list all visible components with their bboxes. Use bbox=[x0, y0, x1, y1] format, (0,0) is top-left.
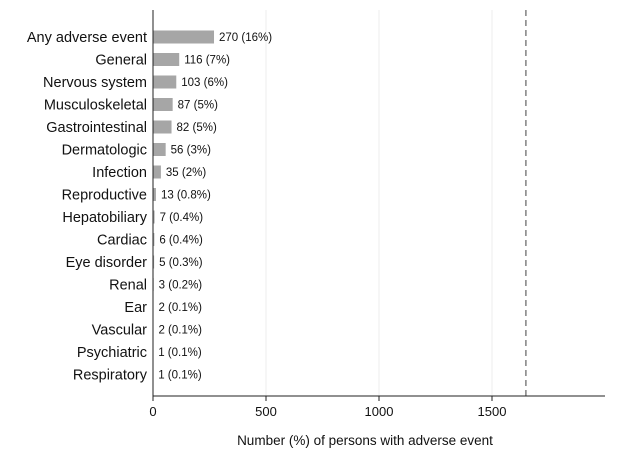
bar-infection bbox=[153, 165, 161, 179]
category-label: Dermatologic bbox=[62, 143, 147, 159]
value-label: 1 (0.1%) bbox=[158, 370, 202, 382]
category-label: Vascular bbox=[92, 323, 148, 339]
category-label: Psychiatric bbox=[77, 345, 147, 361]
category-label: Ear bbox=[124, 300, 147, 316]
category-labels: Any adverse event General Nervous system Mu… bbox=[27, 30, 148, 384]
x-tick-label: 1500 bbox=[478, 404, 507, 419]
value-label: 1 (0.1%) bbox=[158, 347, 202, 359]
category-label: Hepatobiliary bbox=[62, 210, 147, 226]
value-label: 35 (2%) bbox=[166, 167, 206, 179]
value-label: 2 (0.1%) bbox=[158, 325, 202, 337]
category-label: Renal bbox=[109, 278, 147, 294]
x-axis-label: Number (%) of persons with adverse event bbox=[237, 433, 493, 448]
bar-eye-disorder bbox=[153, 255, 155, 269]
bars bbox=[153, 30, 215, 381]
value-label: 7 (0.4%) bbox=[160, 212, 204, 224]
category-label: Cardiac bbox=[97, 233, 147, 249]
value-label: 270 (16%) bbox=[219, 32, 272, 44]
value-label: 56 (3%) bbox=[171, 145, 211, 157]
value-label: 87 (5%) bbox=[178, 100, 218, 112]
value-labels: 270 (16%) 116 (7%) 103 (6%) 87 (5%) 82 (5%) 5… bbox=[158, 32, 272, 382]
category-label: Reproductive bbox=[62, 188, 147, 204]
category-label: Nervous system bbox=[43, 75, 147, 91]
value-label: 2 (0.1%) bbox=[158, 302, 202, 314]
bar-any-adverse-event bbox=[153, 30, 215, 44]
category-label: Eye disorder bbox=[66, 255, 148, 271]
value-label: 103 (6%) bbox=[181, 77, 228, 89]
bar-general bbox=[153, 53, 180, 66]
x-tick-label: 1000 bbox=[365, 404, 394, 419]
bar-hepatobiliary bbox=[153, 210, 155, 224]
bar-musculoskeletal bbox=[153, 98, 173, 111]
value-label: 116 (7%) bbox=[184, 55, 230, 67]
bar-gastrointestinal bbox=[153, 120, 172, 134]
category-label: General bbox=[95, 53, 147, 69]
category-label: Gastrointestinal bbox=[46, 120, 147, 136]
category-label: Infection bbox=[92, 165, 147, 181]
bar-nervous-system bbox=[153, 75, 177, 89]
gridlines bbox=[265, 10, 493, 396]
bar-reproductive bbox=[153, 188, 156, 201]
x-tick-label: 500 bbox=[255, 404, 277, 419]
category-label: Any adverse event bbox=[27, 30, 147, 46]
x-ticks: 0 500 1000 1500 bbox=[149, 396, 506, 419]
value-label: 82 (5%) bbox=[177, 122, 217, 134]
value-label: 3 (0.2%) bbox=[159, 280, 203, 292]
x-tick-label: 0 bbox=[149, 404, 156, 419]
value-label: 13 (0.8%) bbox=[161, 190, 211, 202]
bar-cardiac bbox=[153, 233, 155, 246]
category-label: Respiratory bbox=[73, 368, 148, 384]
value-label: 5 (0.3%) bbox=[159, 257, 203, 269]
category-label: Musculoskeletal bbox=[44, 98, 147, 114]
value-label: 6 (0.4%) bbox=[159, 235, 203, 247]
bar-dermatologic bbox=[153, 143, 166, 156]
